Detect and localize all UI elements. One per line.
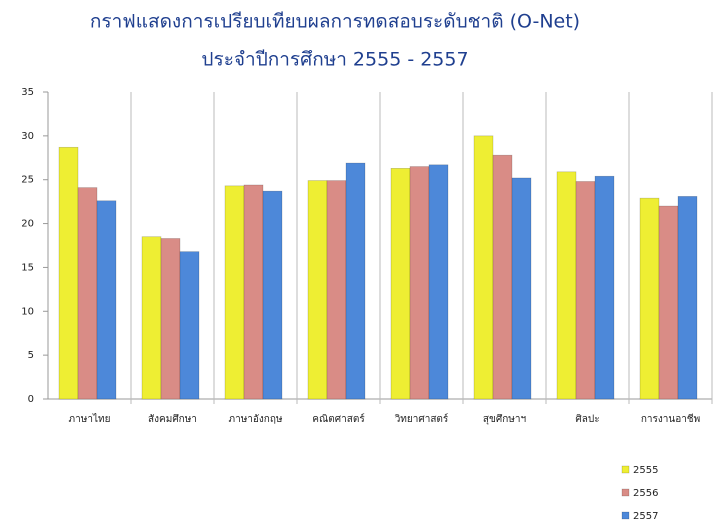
- y-tick-label: 35: [21, 87, 34, 98]
- bar: [677, 196, 698, 400]
- bar: [141, 236, 162, 400]
- y-tick-label: 0: [28, 394, 34, 405]
- y-tick-label: 30: [21, 131, 34, 142]
- bar: [658, 205, 679, 400]
- x-tick-label: สุขศึกษาฯ: [483, 413, 526, 425]
- bar: [179, 251, 200, 400]
- bar: [77, 187, 98, 400]
- bar: [307, 180, 328, 400]
- legend-label: 2556: [633, 488, 658, 499]
- bar: [262, 190, 283, 400]
- bar: [326, 180, 347, 400]
- x-tick-label: ภาษาไทย: [69, 413, 111, 425]
- legend-label: 2557: [633, 511, 658, 522]
- bar: [409, 166, 430, 400]
- y-tick-label: 10: [21, 306, 34, 317]
- legend-swatch: [621, 488, 630, 497]
- x-tick-label: สังคมศึกษา: [148, 413, 197, 425]
- bar: [575, 181, 596, 400]
- bar: [390, 168, 411, 400]
- y-tick-label: 15: [21, 262, 34, 273]
- bar: [511, 177, 532, 400]
- x-tick-label: คณิตศาสตร์: [312, 413, 365, 425]
- legend-swatch: [621, 511, 630, 520]
- y-tick-label: 25: [21, 175, 34, 186]
- x-tick-label: การงานอาชีพ: [641, 413, 700, 425]
- x-tick-label: ศิลปะ: [575, 414, 599, 425]
- bar: [473, 135, 494, 400]
- x-tick-label: ภาษาอังกฤษ: [228, 414, 282, 425]
- bar: [345, 162, 366, 400]
- bar: [96, 200, 117, 400]
- legend-swatch: [621, 465, 630, 474]
- legend-label: 2555: [633, 465, 658, 476]
- x-tick-label: วิทยาศาสตร์: [394, 413, 449, 425]
- bar: [639, 197, 660, 400]
- chart-title: กราฟแสดงการเปรียบเทียบผลการทดสอบระดับชาต…: [90, 11, 580, 33]
- bar: [58, 146, 79, 400]
- bar: [594, 175, 615, 400]
- bar: [160, 238, 181, 400]
- bar: [556, 171, 577, 400]
- y-tick-label: 5: [28, 350, 34, 361]
- chart-subtitle: ประจำปีการศึกษา 2555 - 2557: [201, 49, 468, 71]
- bar: [243, 184, 264, 400]
- bar: [428, 164, 449, 400]
- y-tick-label: 20: [21, 219, 34, 230]
- bar: [492, 154, 513, 400]
- bar: [224, 185, 245, 400]
